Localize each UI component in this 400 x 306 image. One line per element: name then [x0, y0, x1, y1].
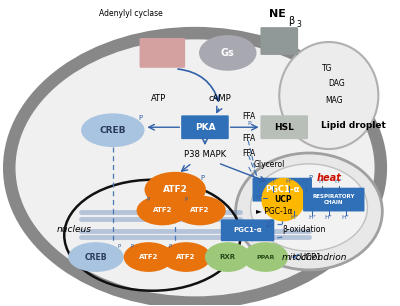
Ellipse shape: [243, 242, 288, 272]
Text: P38 MAPK: P38 MAPK: [184, 151, 226, 159]
Text: H⁺: H⁺: [342, 215, 350, 220]
Ellipse shape: [250, 164, 368, 251]
Text: H⁺: H⁺: [302, 179, 310, 184]
Text: FFA: FFA: [242, 112, 256, 121]
Text: mitochondrion: mitochondrion: [281, 252, 347, 262]
Text: nucleus: nucleus: [56, 225, 91, 234]
Text: CREB: CREB: [100, 126, 126, 135]
Text: P: P: [184, 197, 188, 202]
Text: P: P: [169, 244, 172, 249]
FancyBboxPatch shape: [140, 38, 185, 68]
Ellipse shape: [205, 242, 250, 272]
Ellipse shape: [174, 196, 226, 225]
Text: Lipid droplet: Lipid droplet: [321, 121, 386, 130]
Ellipse shape: [68, 242, 124, 272]
Text: β-oxidation: β-oxidation: [282, 225, 326, 234]
Text: P: P: [248, 121, 251, 126]
Ellipse shape: [161, 242, 211, 272]
Text: cAMP: cAMP: [208, 94, 231, 103]
Text: PKA: PKA: [195, 123, 215, 132]
FancyBboxPatch shape: [303, 188, 364, 211]
Text: RESPIRATORY
CHAIN: RESPIRATORY CHAIN: [312, 194, 355, 205]
Text: DAG: DAG: [328, 79, 345, 88]
Text: H⁺: H⁺: [290, 215, 298, 220]
Text: ATF2: ATF2: [153, 207, 172, 214]
Text: Glycerol: Glycerol: [254, 160, 285, 170]
Text: UCP1: UCP1: [299, 252, 322, 262]
Text: Adenylyl cyclase: Adenylyl cyclase: [99, 9, 162, 18]
FancyBboxPatch shape: [252, 178, 312, 202]
Text: ATF2: ATF2: [139, 254, 158, 260]
Ellipse shape: [144, 172, 206, 207]
Text: H⁺: H⁺: [325, 215, 333, 220]
Ellipse shape: [124, 242, 173, 272]
Text: P: P: [270, 219, 273, 224]
Circle shape: [262, 178, 305, 221]
Text: PPAR: PPAR: [256, 255, 274, 259]
Ellipse shape: [9, 33, 381, 303]
Text: TG: TG: [322, 64, 332, 73]
Text: H⁺: H⁺: [285, 179, 293, 184]
Ellipse shape: [279, 42, 378, 149]
Text: FFA: FFA: [242, 148, 256, 158]
Ellipse shape: [199, 35, 256, 71]
Text: H⁺: H⁺: [256, 195, 264, 200]
Text: P: P: [147, 197, 150, 202]
Ellipse shape: [236, 153, 382, 270]
Text: H⁺: H⁺: [308, 215, 316, 220]
Text: ► PGC-1α: ► PGC-1α: [256, 207, 293, 216]
Text: ATF2: ATF2: [190, 207, 210, 214]
Text: NE: NE: [269, 9, 286, 19]
Text: HSL: HSL: [274, 123, 294, 132]
Text: H⁺: H⁺: [335, 179, 343, 184]
Text: ATP: ATP: [151, 94, 166, 103]
Text: RXR: RXR: [220, 254, 236, 260]
Text: CREB: CREB: [85, 252, 107, 262]
Ellipse shape: [136, 196, 188, 225]
Text: H⁺: H⁺: [269, 179, 277, 184]
Text: ATF2: ATF2: [163, 185, 188, 194]
Text: β: β: [288, 16, 294, 26]
Text: PGC1-α: PGC1-α: [265, 185, 300, 194]
Text: heat: heat: [316, 173, 341, 183]
Text: PGC1-α: PGC1-α: [233, 227, 262, 233]
Text: P: P: [138, 115, 143, 121]
Text: P: P: [200, 175, 204, 181]
FancyBboxPatch shape: [260, 115, 308, 139]
Text: H⁺: H⁺: [318, 179, 326, 184]
FancyBboxPatch shape: [260, 27, 298, 55]
Text: Gs: Gs: [221, 48, 235, 58]
Text: FFA: FFA: [242, 134, 256, 143]
Text: P: P: [131, 244, 134, 249]
FancyBboxPatch shape: [221, 219, 274, 241]
Text: P: P: [308, 175, 312, 181]
Text: ATF2: ATF2: [176, 254, 196, 260]
Ellipse shape: [81, 113, 144, 147]
FancyBboxPatch shape: [181, 115, 229, 139]
Text: P: P: [117, 244, 120, 249]
Text: MAG: MAG: [325, 96, 342, 105]
Text: 3: 3: [297, 20, 302, 29]
Text: UCP: UCP: [274, 195, 292, 204]
